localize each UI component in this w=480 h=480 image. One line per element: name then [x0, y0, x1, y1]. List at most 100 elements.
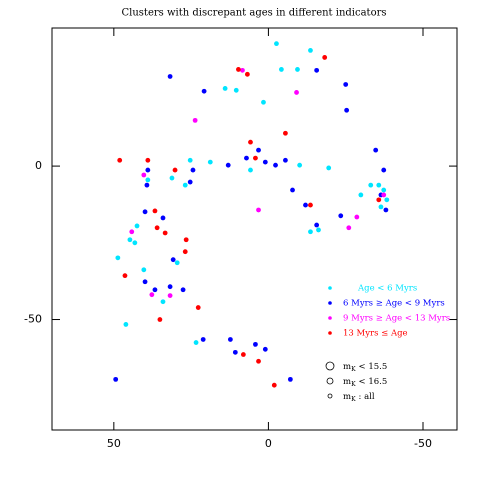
point [117, 157, 123, 163]
point [183, 237, 189, 243]
point [160, 299, 166, 305]
point [169, 175, 175, 181]
point [154, 225, 160, 231]
point [232, 349, 238, 355]
point [240, 352, 246, 357]
point [283, 130, 288, 136]
point [201, 88, 207, 94]
x-tick-label: 50 [107, 437, 121, 450]
size-legend-marker [327, 393, 333, 399]
point [248, 167, 253, 173]
point [354, 214, 360, 220]
point [132, 240, 138, 246]
point [193, 340, 199, 345]
size-symbol: m [343, 377, 351, 387]
point [233, 87, 239, 93]
point [122, 273, 128, 279]
size-text: < 16.5 [359, 377, 388, 387]
point [261, 99, 266, 105]
point [308, 202, 313, 208]
point [174, 260, 180, 266]
point [141, 267, 147, 273]
point [225, 162, 231, 168]
point [152, 208, 158, 214]
point [381, 192, 387, 198]
point [170, 257, 176, 263]
point [190, 167, 196, 173]
point [227, 337, 233, 342]
point [297, 162, 303, 168]
point [314, 67, 320, 73]
point [271, 382, 277, 388]
point [256, 147, 261, 153]
point [236, 67, 241, 72]
point [162, 230, 168, 236]
y-tick-label: 0 [35, 159, 42, 172]
point [240, 67, 245, 73]
size-legend-marker [326, 377, 334, 385]
point [142, 209, 148, 215]
point [262, 346, 268, 352]
point [273, 162, 278, 168]
point [381, 167, 387, 173]
point [192, 117, 198, 123]
point [142, 279, 148, 285]
chart-title: Clusters with discrepant ages in differe… [122, 8, 387, 19]
point [308, 48, 313, 53]
point [346, 225, 352, 231]
point [115, 255, 121, 261]
size-subscript: K [351, 396, 356, 403]
legend-label: 9 Myrs ≥ Age < 13 Myrs [343, 314, 450, 324]
point [373, 147, 379, 153]
point [376, 182, 382, 188]
point [262, 159, 268, 165]
size-subscript: K [351, 381, 356, 388]
point [314, 222, 320, 228]
point [278, 67, 284, 72]
legend-label: 13 Myrs ≤ Age [343, 329, 408, 339]
point [195, 305, 201, 310]
point [167, 74, 173, 79]
size-legend-label: mK: all [343, 392, 375, 403]
point [368, 182, 374, 188]
point [160, 215, 166, 221]
point [134, 223, 140, 229]
point [253, 341, 258, 347]
point [338, 213, 344, 219]
point [322, 55, 328, 60]
point [187, 157, 193, 163]
plot-frame [51, 27, 458, 431]
point [180, 287, 186, 293]
point [123, 322, 129, 327]
point [244, 71, 250, 77]
point [295, 67, 300, 72]
legend-label: Age < 6 Myrs [357, 284, 417, 294]
size-legend-label: mK < 15.5 [343, 362, 387, 373]
point [248, 139, 253, 145]
point [290, 187, 295, 193]
point [149, 292, 155, 298]
point [256, 207, 261, 213]
point [294, 90, 299, 95]
point [167, 284, 173, 290]
point [326, 165, 332, 171]
point [344, 107, 350, 113]
size-text: : all [359, 392, 375, 402]
point [141, 172, 147, 178]
x-tick-label: -50 [414, 437, 432, 450]
point [283, 157, 288, 163]
point [187, 179, 193, 185]
size-text: < 15.5 [359, 362, 388, 372]
point [222, 86, 228, 91]
point [253, 155, 258, 161]
point [145, 157, 151, 163]
y-tick-label: -50 [24, 313, 42, 326]
point [287, 376, 293, 382]
point [308, 229, 313, 235]
point [145, 177, 151, 183]
point [244, 155, 249, 161]
legend-marker [328, 331, 332, 335]
size-legend-marker [325, 361, 335, 371]
point [378, 204, 384, 210]
